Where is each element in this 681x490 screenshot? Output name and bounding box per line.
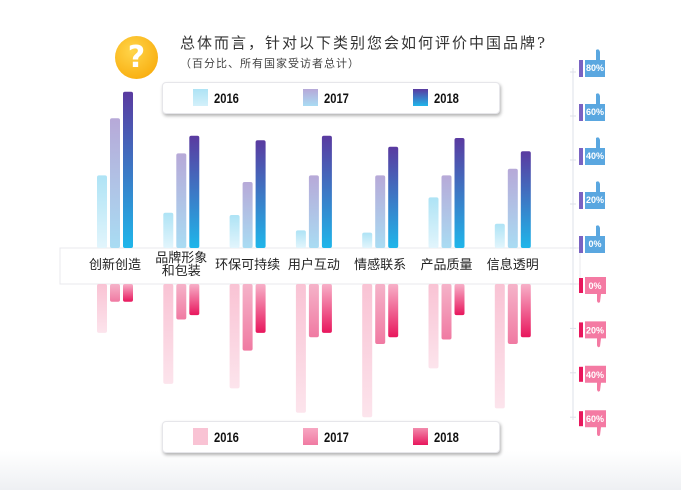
chart-title: 总体而言，针对以下类别您会如何评价中国品牌? — [180, 34, 548, 52]
legend-swatch — [413, 89, 428, 106]
bar-positive-2017 — [507, 168, 518, 248]
bar-negative-2018 — [255, 284, 266, 333]
bar-positive-2018 — [520, 151, 531, 248]
bar-positive-2017 — [308, 175, 319, 248]
bar-positive-2017 — [110, 118, 120, 248]
thumbs-up-icon: 80% — [579, 49, 605, 77]
bar-positive-2018 — [123, 91, 133, 248]
legend-label: 2018 — [434, 428, 459, 445]
bar-negative-2016 — [163, 284, 174, 384]
category-label: 产品质量 — [420, 258, 473, 273]
bar-negative-2018 — [454, 284, 465, 316]
thumbs-down-icon: 20% — [579, 321, 606, 348]
legend-swatch — [303, 428, 318, 445]
bar-positive-2018 — [321, 135, 332, 248]
legend-positive: 2016 2017 2018 — [162, 82, 500, 114]
bar-positive-2017 — [242, 182, 253, 248]
thumbs-up-icon: 20% — [579, 181, 605, 209]
bar-negative-2017 — [375, 284, 386, 344]
bar-negative-2017 — [242, 284, 253, 351]
tick-label: 0% — [588, 239, 601, 249]
chart-subtitle: （百分比、所有国家受访者总计） — [180, 57, 360, 70]
legend-swatch — [413, 428, 428, 445]
legend-swatch — [193, 428, 208, 445]
bar-negative-2016 — [229, 284, 240, 389]
legend-negative: 2016 2017 2018 — [162, 421, 500, 453]
legend-swatch — [193, 89, 208, 106]
bar-positive-2017 — [441, 175, 452, 248]
legend-label: 2017 — [324, 428, 349, 445]
category-label: 情感联系 — [354, 258, 407, 273]
tick-label: 20% — [586, 325, 604, 335]
category-label: 信息透明 — [486, 258, 539, 273]
thumbs-up-icon: 40% — [579, 137, 605, 165]
bar-negative-2018 — [321, 284, 332, 333]
category-label: 环保可持续 — [215, 258, 281, 273]
tick-label: 0% — [588, 281, 601, 291]
bar-positive-2016 — [362, 232, 373, 248]
bar-negative-2018 — [520, 284, 531, 338]
bar-negative-2016 — [428, 284, 439, 369]
bar-positive-2018 — [388, 146, 399, 248]
bar-positive-2016 — [163, 212, 174, 248]
thumbs-down-icon: 40% — [579, 365, 606, 392]
bar-negative-2017 — [308, 284, 319, 338]
bar-positive-2016 — [494, 223, 505, 248]
bar-negative-2016 — [295, 284, 306, 413]
thumbs-down-icon: 60% — [579, 410, 606, 436]
bar-negative-2017 — [176, 284, 187, 320]
legend-label: 2018 — [434, 89, 459, 106]
category-label: 创新创造 — [88, 258, 141, 273]
category-band — [59, 247, 581, 285]
tick-label: 20% — [586, 195, 604, 205]
bar-negative-2016 — [362, 284, 373, 418]
legend-swatch — [303, 89, 318, 106]
tick-label: 60% — [586, 414, 604, 424]
bar-negative-2016 — [494, 284, 505, 409]
legend-label: 2016 — [214, 428, 239, 445]
bar-negative-2017 — [441, 284, 452, 340]
bar-positive-2018 — [454, 138, 465, 248]
thumbs-up-icon: 60% — [579, 93, 605, 121]
thumbs-up-icon: 0% — [579, 225, 605, 253]
bar-negative-2016 — [97, 284, 107, 333]
tick-label: 40% — [586, 370, 604, 380]
legend-label: 2016 — [214, 89, 239, 106]
bar-negative-2018 — [123, 284, 133, 302]
category-label: 用户互动 — [287, 258, 340, 273]
bar-positive-2018 — [255, 140, 266, 248]
bar-positive-2016 — [229, 215, 240, 248]
bar-negative-2018 — [388, 284, 399, 338]
tick-label: 60% — [586, 107, 604, 117]
bar-positive-2016 — [295, 230, 306, 248]
bar-negative-2017 — [507, 284, 518, 344]
tick-label: 40% — [586, 151, 604, 161]
question-icon: ? — [115, 36, 158, 79]
bar-positive-2016 — [428, 197, 439, 248]
bar-negative-2018 — [189, 284, 200, 316]
category-label: 品牌形象 和包装 — [155, 251, 208, 279]
bar-positive-2017 — [375, 175, 386, 248]
bar-positive-2017 — [176, 153, 187, 248]
legend-label: 2017 — [324, 89, 349, 106]
tick-label: 80% — [586, 63, 604, 73]
bar-positive-2018 — [189, 135, 200, 248]
bar-positive-2016 — [97, 175, 107, 248]
thumbs-down-icon: 0% — [579, 277, 606, 303]
bar-negative-2017 — [110, 284, 120, 302]
